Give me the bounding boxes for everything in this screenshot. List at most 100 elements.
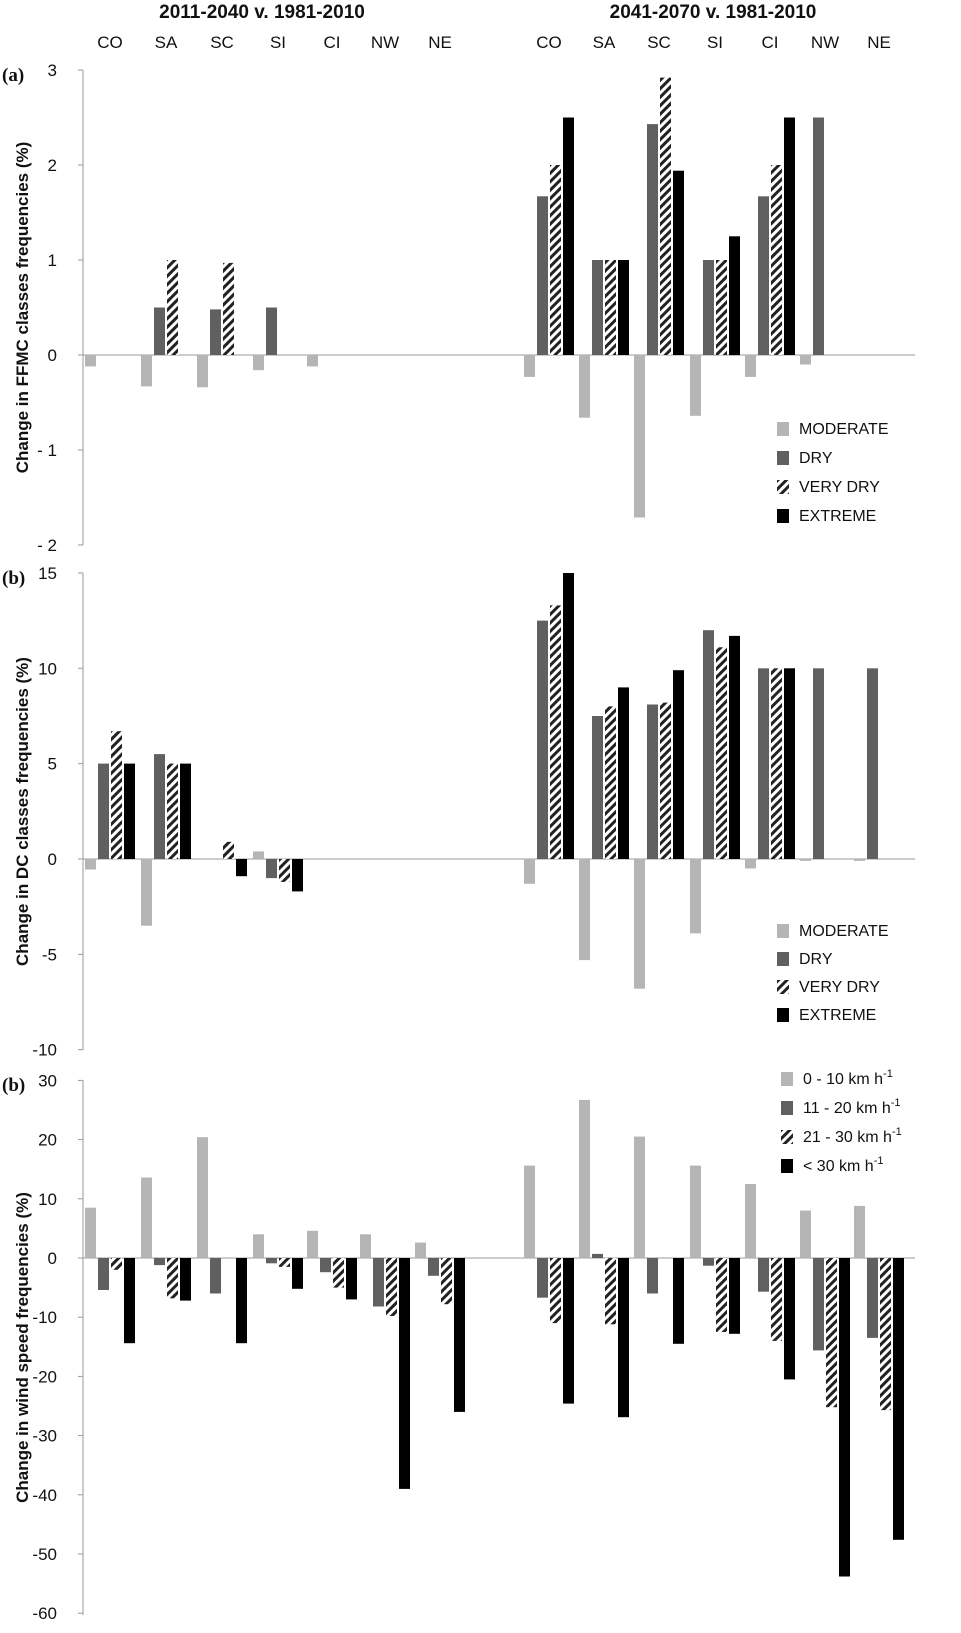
legend-swatch — [777, 924, 789, 938]
bar — [880, 1258, 891, 1411]
legend-label: DRY — [799, 450, 833, 467]
bar — [85, 1207, 96, 1258]
chart-panel: 30 20 10 0 -10 -20 -30 -40 -50 -60 (b) Change in wi… — [2, 1068, 915, 1623]
bar — [826, 1258, 837, 1408]
bar — [307, 355, 318, 367]
y-tick-label: 30 — [38, 1071, 57, 1090]
bar — [729, 236, 740, 356]
bar — [441, 1258, 452, 1305]
bar — [634, 859, 645, 989]
bar — [813, 1258, 824, 1351]
bar — [758, 1258, 769, 1292]
bar — [839, 1258, 850, 1577]
bar — [223, 841, 234, 859]
bar — [618, 1258, 629, 1418]
legend-label: EXTREME — [799, 508, 876, 525]
bar — [550, 605, 561, 859]
bar — [563, 573, 574, 859]
legend-label: 11 - 20 km h-1 — [803, 1097, 901, 1117]
y-tick-label: -50 — [32, 1545, 57, 1564]
y-tick-label: -5 — [42, 945, 57, 964]
bar — [223, 262, 234, 355]
header-period-1: 2011-2040 v. 1981-2010 — [159, 2, 365, 23]
bar — [180, 1258, 191, 1301]
bar — [647, 124, 658, 355]
bar — [197, 355, 208, 388]
bar — [253, 355, 264, 371]
legend-swatch — [777, 422, 789, 436]
bar — [386, 1258, 397, 1316]
bar — [660, 77, 671, 355]
bar — [98, 1258, 109, 1290]
y-tick-label: 1 — [48, 251, 57, 270]
bar — [784, 668, 795, 859]
region-label: CI — [762, 33, 779, 52]
region-label: SI — [707, 33, 723, 52]
bar — [745, 355, 756, 377]
bar — [771, 165, 782, 355]
y-tick-label: 0 — [48, 1249, 57, 1268]
bar — [867, 1258, 878, 1338]
y-tick-label: 10 — [38, 1190, 57, 1209]
legend-unit-superscript: -1 — [891, 1097, 901, 1109]
bar — [647, 704, 658, 859]
bar — [867, 668, 878, 859]
y-axis-label: Change in DC classes frequencies (%) — [13, 657, 32, 966]
y-tick-label: -10 — [32, 1308, 57, 1327]
bar — [729, 635, 740, 859]
bar — [85, 355, 96, 367]
bar — [716, 1258, 727, 1332]
bar — [605, 706, 616, 859]
bar — [210, 309, 221, 355]
bar — [703, 260, 714, 355]
bar — [111, 1258, 122, 1270]
panel-label: (b) — [2, 1075, 25, 1096]
bar — [550, 1258, 561, 1324]
bar — [893, 1258, 904, 1540]
bar — [854, 859, 865, 861]
bar — [279, 1258, 290, 1267]
y-tick-label: 15 — [38, 564, 57, 583]
bar — [634, 1136, 645, 1258]
bar — [141, 859, 152, 926]
bar — [266, 307, 277, 355]
y-tick-label: 0 — [48, 346, 57, 365]
bar — [758, 668, 769, 859]
bar — [320, 1258, 331, 1273]
legend-swatch — [777, 1008, 789, 1022]
y-tick-label: -40 — [32, 1486, 57, 1505]
bar — [428, 1258, 439, 1276]
bar — [690, 859, 701, 934]
bar — [197, 1137, 208, 1258]
header-period-2: 2041-2070 v. 1981-2010 — [610, 2, 817, 23]
bar — [537, 1258, 548, 1298]
bar — [729, 1258, 740, 1334]
bar — [524, 1165, 535, 1258]
bar — [800, 859, 811, 861]
bar — [141, 1177, 152, 1258]
bar — [605, 260, 616, 355]
bar — [800, 1210, 811, 1258]
bar — [180, 763, 191, 859]
bar — [399, 1258, 410, 1489]
y-tick-label: 20 — [38, 1131, 57, 1150]
region-label: SA — [155, 33, 178, 52]
bar — [813, 668, 824, 859]
legend-label: DRY — [799, 951, 833, 968]
bar — [124, 1258, 135, 1344]
bar — [716, 260, 727, 355]
legend-swatch — [781, 1101, 793, 1115]
bar — [592, 716, 603, 859]
bar — [360, 1234, 371, 1258]
legend-unit-superscript: -1 — [874, 1155, 884, 1167]
bar — [279, 859, 290, 882]
bar — [854, 1205, 865, 1258]
bar — [266, 1258, 277, 1264]
region-label: CO — [97, 33, 123, 52]
bar — [745, 859, 756, 869]
bar — [771, 668, 782, 859]
bar — [524, 859, 535, 884]
bar — [592, 1253, 603, 1258]
bar — [98, 763, 109, 859]
